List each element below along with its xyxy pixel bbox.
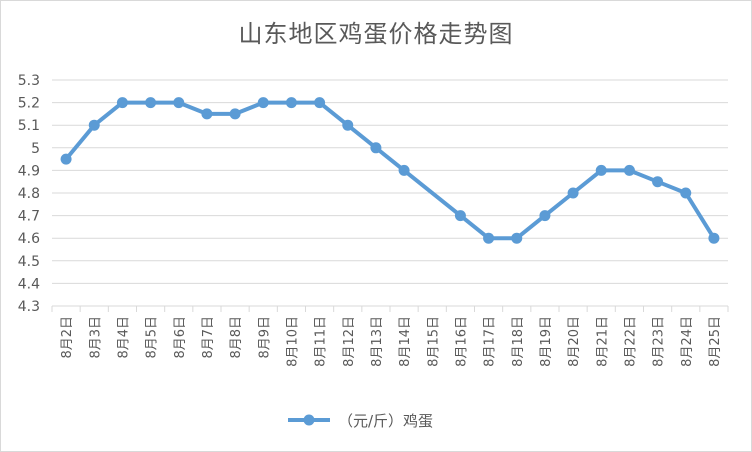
data-point <box>257 97 269 109</box>
y-tick-label: 4.3 <box>18 299 40 315</box>
data-point <box>511 232 523 244</box>
y-tick-label: 5.2 <box>18 96 40 112</box>
x-tick-label: 8月16日 <box>454 316 469 367</box>
y-tick-label: 4.7 <box>18 209 40 225</box>
chart-title: 山东地区鸡蛋价格走势图 <box>238 20 514 48</box>
x-tick-label: 8月17日 <box>483 316 498 367</box>
data-point <box>342 119 354 131</box>
data-point <box>708 232 720 244</box>
legend-marker-swatch <box>303 414 315 426</box>
x-tick-label: 8月7日 <box>201 316 216 359</box>
x-tick-label: 8月5日 <box>145 316 160 359</box>
x-tick-label: 8月4日 <box>116 316 131 359</box>
data-point <box>623 164 635 176</box>
series-layer <box>60 97 720 244</box>
y-tick-label: 5 <box>31 141 40 157</box>
x-tick-label: 8月21日 <box>595 316 610 367</box>
x-tick-label: 8月14日 <box>398 316 413 367</box>
y-tick-label: 4.9 <box>18 163 40 179</box>
data-point <box>680 187 692 199</box>
x-axis-ticks: 8月2日 8月3日 8月4日 8月5日 8月6日 8月7日 8月8日 8月9日 8月10日 8月1… <box>60 316 723 367</box>
data-point <box>60 153 72 165</box>
data-point <box>483 232 495 244</box>
data-point <box>88 119 100 131</box>
x-tick-label: 8月11日 <box>314 316 329 367</box>
data-point <box>567 187 579 199</box>
data-point <box>595 164 607 176</box>
x-tick-label: 8月10日 <box>285 316 300 367</box>
legend-label: （元/斤）鸡蛋 <box>338 412 433 430</box>
y-tick-label: 5.3 <box>18 73 40 89</box>
data-point <box>539 210 551 222</box>
data-point <box>116 97 128 109</box>
y-tick-label: 4.6 <box>18 231 40 247</box>
x-tick-label: 8月2日 <box>60 316 75 359</box>
x-tick-label: 8月22日 <box>623 316 638 367</box>
data-point <box>173 97 185 109</box>
x-tick-label: 8月3日 <box>88 316 103 359</box>
y-tick-label: 4.4 <box>18 276 40 292</box>
x-tick-label: 8月8日 <box>229 316 244 359</box>
data-point <box>314 97 326 109</box>
x-tick-label: 8月13日 <box>370 316 385 367</box>
data-point <box>229 108 241 120</box>
y-tick-label: 4.8 <box>18 186 40 202</box>
data-point <box>201 108 213 120</box>
x-tick-label: 8月12日 <box>342 316 357 367</box>
data-point <box>652 176 664 188</box>
x-tick-label: 8月6日 <box>173 316 188 359</box>
x-tick-label: 8月19日 <box>539 316 554 367</box>
data-point <box>398 164 410 176</box>
x-tick-label: 8月9日 <box>257 316 272 359</box>
data-point <box>285 97 297 109</box>
gridlines <box>51 79 729 312</box>
x-tick-label: 8月23日 <box>652 316 667 367</box>
x-tick-label: 8月20日 <box>567 316 582 367</box>
x-tick-label: 8月15日 <box>426 316 441 367</box>
x-tick-label: 8月18日 <box>511 316 526 367</box>
y-tick-label: 5.1 <box>18 118 40 134</box>
x-tick-label: 8月24日 <box>680 316 695 367</box>
data-point <box>370 142 382 154</box>
x-tick-label: 8月25日 <box>708 316 723 367</box>
data-point <box>145 97 157 109</box>
data-point <box>454 210 466 222</box>
y-tick-label: 4.5 <box>18 254 40 270</box>
legend: （元/斤）鸡蛋 <box>288 412 433 430</box>
y-axis-ticks: 4.3 4.4 4.5 4.6 4.7 4.8 4.9 5 5.1 5.2 5.3 <box>18 73 40 315</box>
